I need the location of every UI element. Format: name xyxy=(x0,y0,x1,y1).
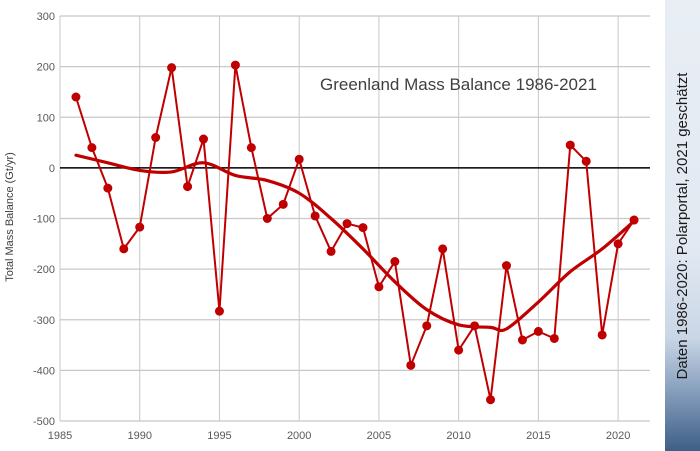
data-point xyxy=(103,183,113,193)
y-tick-label: -200 xyxy=(33,264,55,276)
y-tick-label: -400 xyxy=(33,365,55,377)
data-point xyxy=(581,156,591,166)
annual-series xyxy=(71,60,639,405)
data-point xyxy=(326,246,336,256)
trend-line xyxy=(74,153,636,333)
data-point xyxy=(533,326,543,336)
data-point xyxy=(438,244,448,254)
data-point xyxy=(613,239,623,249)
source-note: Daten 1986-2020: Polarportal, 2021 gesch… xyxy=(673,72,691,379)
y-tick-label: -100 xyxy=(33,214,55,226)
data-point xyxy=(310,211,320,221)
grid xyxy=(59,15,650,422)
data-point xyxy=(629,215,639,225)
data-point xyxy=(71,92,81,102)
y-axis-label: Total Mass Balance (Gt/yr) xyxy=(4,152,16,282)
data-point xyxy=(486,395,496,405)
data-point xyxy=(390,257,400,267)
data-point xyxy=(454,345,464,355)
y-tick-label: 300 xyxy=(37,11,55,23)
trend-series xyxy=(74,153,636,333)
y-tick-label: 0 xyxy=(49,163,55,175)
data-point xyxy=(278,199,288,209)
data-point xyxy=(374,282,384,292)
data-point xyxy=(151,133,161,142)
x-tick-label: 1985 xyxy=(48,430,72,442)
data-point xyxy=(183,182,193,192)
data-point xyxy=(406,360,416,370)
x-tick-label: 2020 xyxy=(606,430,630,442)
chart-title: Greenland Mass Balance 1986-2021 xyxy=(320,75,597,94)
x-tick-label: 2000 xyxy=(287,430,311,442)
data-point xyxy=(501,261,511,271)
y-tick-label: -500 xyxy=(33,416,55,428)
series-line xyxy=(74,64,635,401)
x-tick-labels: 1985 1990 1995 2000 2005 2010 2015 2020 xyxy=(48,430,631,442)
data-point xyxy=(470,321,480,331)
y-tick-label: 200 xyxy=(37,62,55,74)
data-point xyxy=(294,154,304,164)
data-point xyxy=(597,330,607,340)
x-tick-label: 2010 xyxy=(446,430,470,442)
x-tick-label: 1990 xyxy=(127,430,151,442)
data-point xyxy=(246,143,256,153)
y-tick-labels: 300 200 100 0 -100 -200 -300 -400 -500 xyxy=(33,11,55,428)
data-point xyxy=(214,306,224,316)
data-point xyxy=(422,321,432,331)
data-point xyxy=(135,222,145,232)
data-point xyxy=(517,335,527,345)
data-point xyxy=(119,244,129,254)
data-point xyxy=(565,140,575,150)
y-tick-label: 100 xyxy=(37,112,55,124)
data-point xyxy=(358,223,368,233)
x-tick-label: 1995 xyxy=(207,430,231,442)
data-point xyxy=(262,214,272,223)
data-point xyxy=(87,143,97,153)
x-tick-label: 2005 xyxy=(367,430,391,442)
data-point xyxy=(549,333,559,343)
side-panel: Daten 1986-2020: Polarportal, 2021 gesch… xyxy=(665,0,700,451)
data-point xyxy=(167,63,177,73)
data-point xyxy=(342,219,352,229)
y-tick-label: -300 xyxy=(33,315,55,327)
data-point xyxy=(199,134,209,144)
x-tick-label: 2015 xyxy=(526,430,550,442)
data-point xyxy=(230,60,240,70)
